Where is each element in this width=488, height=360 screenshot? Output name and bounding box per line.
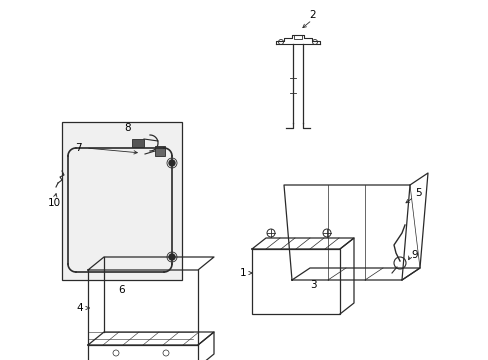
Bar [62, 122, 182, 280]
Bar [88, 345, 198, 360]
Bar [251, 249, 339, 314]
Text: 8: 8 [124, 123, 131, 133]
Text: 9: 9 [411, 250, 417, 260]
Bar [155, 146, 164, 156]
Text: 6: 6 [119, 285, 125, 295]
Bar [132, 139, 143, 147]
Circle shape [169, 254, 175, 260]
Text: 4: 4 [77, 303, 83, 313]
Text: 7: 7 [75, 143, 81, 153]
Text: 3: 3 [309, 280, 316, 290]
Text: 1: 1 [239, 268, 246, 278]
Bar [293, 35, 302, 39]
Circle shape [169, 160, 175, 166]
Text: 2: 2 [309, 10, 316, 20]
Text: 10: 10 [47, 198, 61, 208]
Text: 5: 5 [414, 188, 421, 198]
